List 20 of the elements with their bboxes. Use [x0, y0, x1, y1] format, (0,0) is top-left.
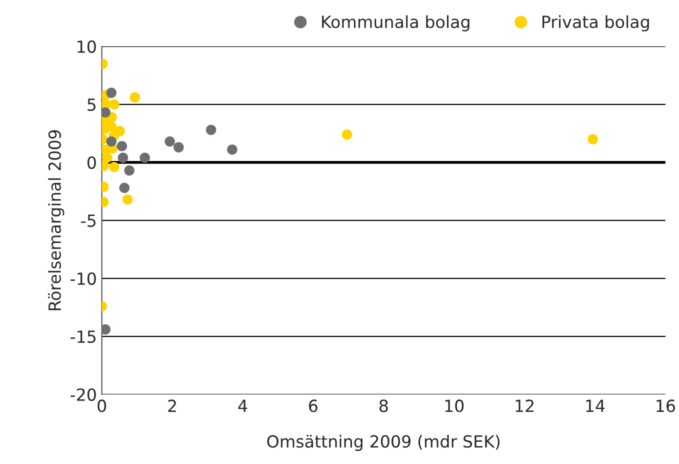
y-tick-label: -5: [81, 214, 96, 227]
y-tick-label: 5: [88, 98, 96, 111]
x-tick-label: 16: [656, 400, 675, 412]
x-tick-label: 14: [586, 400, 605, 412]
x-tick-label: 2: [168, 400, 176, 412]
x-axis-title: Omsättning 2009 (mdr SEK): [267, 434, 500, 451]
x-tick-label: 8: [379, 400, 388, 412]
legend-label: Privata bolag: [542, 15, 649, 32]
y-tick-label: -20: [70, 388, 96, 401]
x-tick-label: 12: [516, 400, 534, 412]
x-tick-label: 0: [98, 400, 106, 412]
y-tick-label: -15: [70, 330, 96, 343]
x-tick-label: 4: [238, 400, 248, 412]
x-tick-label: 10: [445, 400, 464, 412]
y-tick-label: -10: [70, 272, 96, 285]
x-tick-label: 6: [309, 400, 318, 412]
y-tick-label: 0: [87, 156, 96, 169]
y-axis-title: Rörelsemarginal 2009: [48, 130, 64, 310]
legend-label: Kommunala bolag: [322, 15, 470, 32]
y-tick-label: 10: [78, 40, 96, 53]
